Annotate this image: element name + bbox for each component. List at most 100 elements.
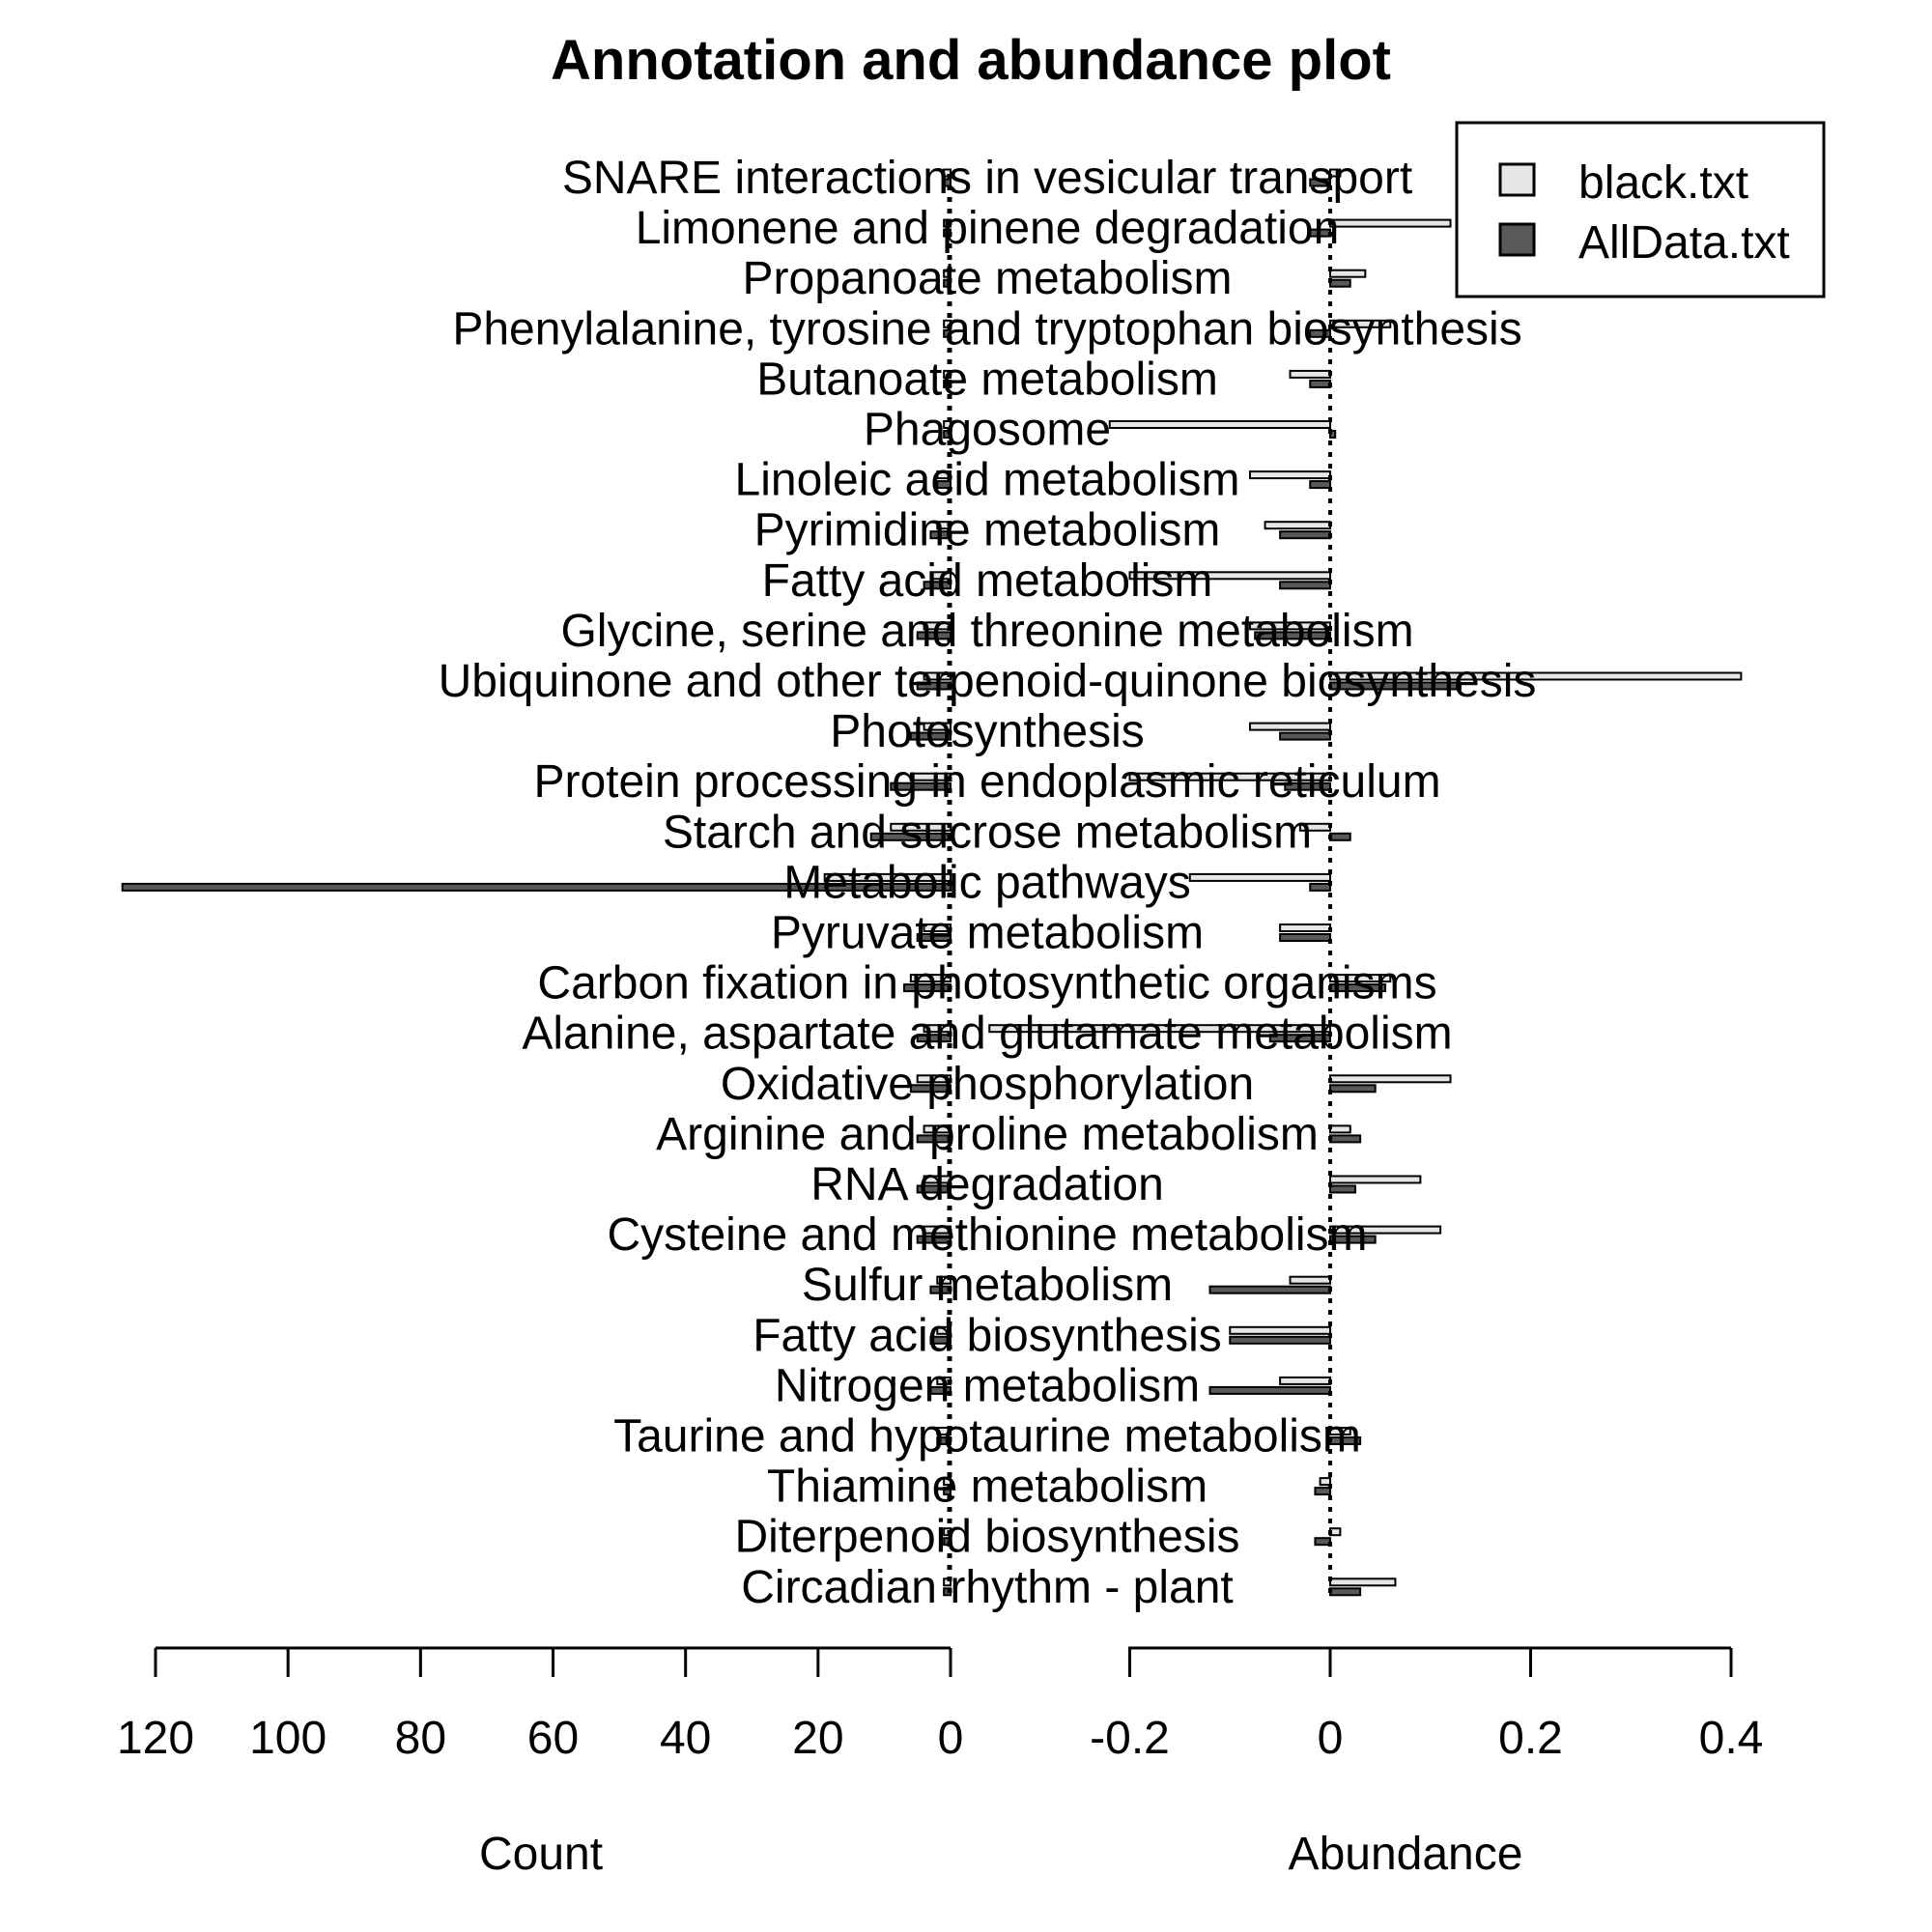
- abundance-bar-black-txt-pyruvate-metabolism: [1279, 923, 1331, 932]
- count-bar-black-txt-alanine-aspartate-and-glutamate-metabolism: [923, 1024, 952, 1034]
- category-label: Taurine and hypotaurine metabolism: [613, 1411, 1361, 1463]
- category-label: Fatty acid biosynthesis: [753, 1310, 1222, 1361]
- count-bar-alldata-txt-rna-degradation: [916, 1184, 952, 1194]
- count-bar-black-txt-fatty-acid-metabolism: [929, 571, 952, 581]
- legend-label-black-txt: black.txt: [1578, 157, 1748, 209]
- abundance-bar-black-txt-fatty-acid-metabolism: [1128, 571, 1331, 581]
- abundance-tick-label: 0.2: [1498, 1713, 1563, 1764]
- abundance-bar-black-txt-glycine-serine-and-threonine-metabolism: [1249, 621, 1331, 631]
- legend: black.txt AllData.txt: [1455, 121, 1826, 298]
- abundance-bar-black-txt-arginine-and-proline-metabolism: [1329, 1124, 1351, 1134]
- abundance-tick-label: 0: [1318, 1713, 1344, 1764]
- category-label: Diterpenoid biosynthesis: [735, 1512, 1240, 1563]
- abundance-bar-alldata-txt-alanine-aspartate-and-glutamate-metabolism: [1268, 1034, 1331, 1043]
- abundance-bar-black-txt-metabolic-pathways: [1188, 872, 1331, 882]
- abundance-bar-alldata-txt-oxidative-phosphorylation: [1329, 1084, 1377, 1094]
- abundance-bar-alldata-txt-fatty-acid-metabolism: [1279, 581, 1331, 590]
- count-tick-label: 40: [660, 1713, 711, 1764]
- abundance-bar-alldata-txt-linoleic-acid-metabolism: [1309, 480, 1331, 490]
- abundance-bar-alldata-txt-pyrimidine-metabolism: [1279, 530, 1331, 540]
- category-label: Thiamine metabolism: [767, 1462, 1208, 1513]
- abundance-tick-label: 0.4: [1699, 1713, 1764, 1764]
- category-label: Limonene and pinene degradation: [636, 203, 1340, 254]
- count-bar-alldata-txt-fatty-acid-biosynthesis: [929, 1335, 952, 1345]
- category-label: Starch and sucrose metabolism: [663, 807, 1312, 858]
- category-label: Sulfur metabolism: [802, 1260, 1173, 1311]
- legend-swatch-alldata-txt: [1498, 222, 1536, 257]
- count-tick-label: 0: [938, 1713, 964, 1764]
- abundance-bar-alldata-txt-propanoate-metabolism: [1329, 278, 1351, 288]
- abundance-bar-black-txt-nitrogen-metabolism: [1279, 1376, 1331, 1385]
- category-label: Alanine, aspartate and glutamate metabol…: [522, 1009, 1452, 1060]
- abundance-bar-alldata-txt-starch-and-sucrose-metabolism: [1329, 832, 1351, 841]
- category-label: Cysteine and methionine metabolism: [607, 1209, 1367, 1261]
- abundance-bar-alldata-txt-phagosome: [1329, 430, 1337, 439]
- count-bar-alldata-txt-oxidative-phosphorylation: [909, 1084, 952, 1094]
- abundance-bar-black-txt-alanine-aspartate-and-glutamate-metabolism: [988, 1024, 1331, 1034]
- count-bar-alldata-txt-alanine-aspartate-and-glutamate-metabolism: [916, 1034, 952, 1043]
- abundance-bar-alldata-txt-photosynthesis: [1279, 731, 1331, 741]
- count-bar-alldata-txt-metabolic-pathways: [121, 882, 952, 892]
- abundance-bar-black-txt-linoleic-acid-metabolism: [1249, 470, 1331, 480]
- category-label: Photosynthesis: [830, 706, 1145, 757]
- abundance-bar-black-txt-phenylalanine-tyrosine-and-tryptophan-biosynthesis: [1329, 319, 1392, 328]
- abundance-bar-black-txt-fatty-acid-biosynthesis: [1229, 1325, 1331, 1335]
- count-bar-black-txt-linoleic-acid-metabolism: [936, 470, 952, 480]
- count-bar-alldata-txt-linoleic-acid-metabolism: [936, 480, 952, 490]
- category-label: Nitrogen metabolism: [775, 1360, 1200, 1411]
- count-bar-alldata-txt-glycine-serine-and-threonine-metabolism: [916, 631, 952, 640]
- abundance-bar-alldata-txt-nitrogen-metabolism: [1208, 1385, 1331, 1395]
- abundance-bar-alldata-txt-thiamine-metabolism: [1314, 1487, 1331, 1496]
- category-label: Linoleic acid metabolism: [735, 455, 1240, 506]
- abundance-bar-black-txt-limonene-and-pinene-degradation: [1329, 218, 1452, 228]
- abundance-bar-alldata-txt-arginine-and-proline-metabolism: [1329, 1134, 1362, 1144]
- count-bar-black-txt-sulfur-metabolism: [936, 1275, 952, 1285]
- count-axis-title: Count: [479, 1829, 603, 1880]
- abundance-bar-black-txt-thiamine-metabolism: [1319, 1477, 1331, 1487]
- legend-label-alldata-txt: AllData.txt: [1578, 217, 1790, 269]
- category-label: Pyrimidine metabolism: [754, 505, 1221, 556]
- category-label: Oxidative phosphorylation: [721, 1059, 1254, 1110]
- category-label: Arginine and proline metabolism: [656, 1109, 1319, 1160]
- abundance-bar-black-txt-sulfur-metabolism: [1289, 1275, 1331, 1285]
- abundance-bar-alldata-txt-snare-interactions-in-vesicular-transport: [1309, 178, 1331, 187]
- abundance-bar-black-txt-propanoate-metabolism: [1329, 269, 1367, 278]
- abundance-bar-alldata-txt-phenylalanine-tyrosine-and-tryptophan-biosynthesis: [1309, 328, 1331, 338]
- category-label: Glycine, serine and threonine metabolism: [560, 606, 1413, 657]
- abundance-bar-black-txt-photosynthesis: [1249, 722, 1331, 731]
- category-label: Fatty acid metabolism: [762, 555, 1213, 607]
- count-tick-label: 20: [792, 1713, 843, 1764]
- count-bar-black-txt-photosynthesis: [923, 722, 952, 731]
- count-tick-label: 100: [249, 1713, 327, 1764]
- abundance-bar-alldata-txt-diterpenoid-biosynthesis: [1314, 1537, 1331, 1547]
- chart-title: Annotation and abundance plot: [551, 29, 1391, 92]
- count-bar-black-txt-fatty-acid-biosynthesis: [936, 1325, 952, 1335]
- abundance-bar-alldata-txt-pyruvate-metabolism: [1279, 933, 1331, 942]
- category-label: SNARE interactions in vesicular transpor…: [562, 153, 1412, 204]
- category-label: Circadian rhythm - plant: [741, 1562, 1234, 1613]
- category-label: Ubiquinone and other terpenoid-quinone b…: [439, 656, 1537, 707]
- abundance-bar-alldata-txt-protein-processing-in-endoplasmic-reticulum: [1284, 781, 1331, 791]
- abundance-bar-alldata-txt-cysteine-and-methionine-metabolism: [1329, 1235, 1377, 1244]
- count-axis: 120 100 80 60 40 20 0: [117, 1646, 964, 1764]
- abundance-bar-black-txt-taurine-and-hypotaurine-metabolism: [1329, 1427, 1351, 1435]
- count-bar-alldata-txt-nitrogen-metabolism: [929, 1385, 952, 1395]
- abundance-bar-black-txt-pyrimidine-metabolism: [1264, 521, 1331, 530]
- abundance-tick-label: -0.2: [1090, 1713, 1170, 1764]
- category-label: Carbon fixation in photosynthetic organi…: [537, 958, 1436, 1009]
- category-label: Pyruvate metabolism: [771, 908, 1204, 959]
- count-bar-black-txt-taurine-and-hypotaurine-metabolism: [936, 1427, 952, 1435]
- count-bar-black-txt-rna-degradation: [923, 1175, 952, 1184]
- legend-swatch-black-txt: [1498, 162, 1536, 197]
- abundance-bar-alldata-txt-rna-degradation: [1329, 1184, 1356, 1194]
- count-bar-alldata-txt-pyruvate-metabolism: [916, 933, 952, 942]
- abundance-axis-title: Abundance: [1289, 1829, 1523, 1880]
- abundance-bar-black-txt-circadian-rhythm-plant: [1329, 1577, 1397, 1587]
- abundance-bar-black-txt-snare-interactions-in-vesicular-transport: [1329, 168, 1342, 178]
- category-label: Phenylalanine, tyrosine and tryptophan b…: [452, 303, 1521, 355]
- count-bar-black-txt-glycine-serine-and-threonine-metabolism: [923, 621, 952, 631]
- count-tick-label: 60: [527, 1713, 579, 1764]
- abundance-bar-black-txt-rna-degradation: [1329, 1175, 1422, 1184]
- count-bar-alldata-txt-photosynthesis: [909, 731, 952, 741]
